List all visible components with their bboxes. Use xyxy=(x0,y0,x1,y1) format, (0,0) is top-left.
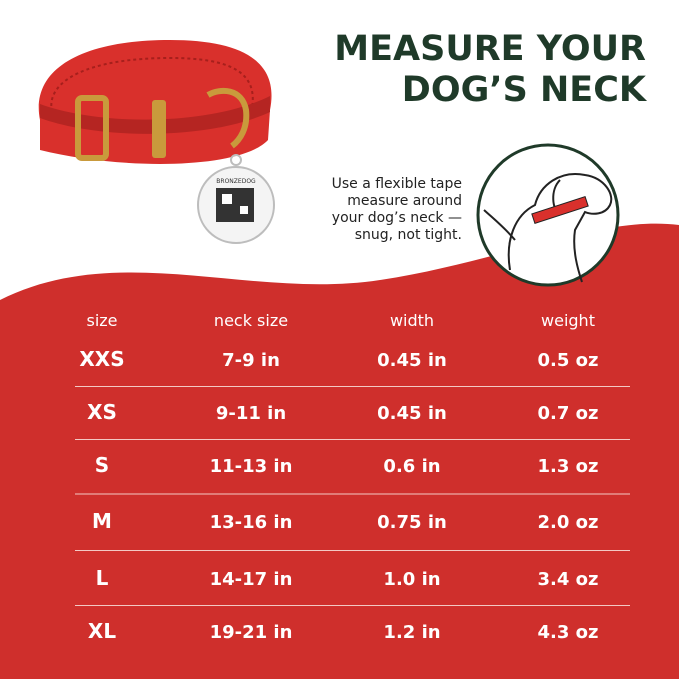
table-cell: 1.2 in xyxy=(383,622,440,643)
column-header: size xyxy=(86,311,117,330)
table-cell: 0.45 in xyxy=(377,403,447,424)
size-cell: M xyxy=(92,509,112,533)
size-cell: XS xyxy=(87,400,117,424)
table-cell: 13-16 in xyxy=(210,512,293,533)
table-cell: 19-21 in xyxy=(210,622,293,643)
instruction-line: measure around xyxy=(347,193,462,209)
tag-brand: BRONZEDOG xyxy=(216,178,256,185)
red-wave xyxy=(0,223,679,679)
table-cell: 3.4 oz xyxy=(538,569,599,590)
instruction-line: snug, not tight. xyxy=(355,227,462,243)
collar-illustration: BRONZEDOG xyxy=(38,40,275,244)
size-cell: S xyxy=(95,453,109,477)
table-cell: 11-13 in xyxy=(210,456,293,477)
size-cell: XL xyxy=(88,619,116,643)
table-cell: 1.3 oz xyxy=(538,456,599,477)
table-cell: 14-17 in xyxy=(210,569,293,590)
table-cell: 7-9 in xyxy=(222,350,280,371)
title-line: DOG’S NECK xyxy=(402,70,648,110)
title-line: MEASURE YOUR xyxy=(334,29,646,69)
instruction-line: your dog’s neck — xyxy=(332,210,462,226)
table-cell: 0.5 oz xyxy=(538,350,599,371)
table-cell: 1.0 in xyxy=(383,569,440,590)
table-cell: 9-11 in xyxy=(216,403,286,424)
size-cell: L xyxy=(96,566,109,590)
table-cell: 2.0 oz xyxy=(538,512,599,533)
column-header: weight xyxy=(541,311,595,330)
table-cell: 4.3 oz xyxy=(538,622,599,643)
table-cell: 0.6 in xyxy=(383,456,440,477)
size-table: size neck size width weight XXS 7-9 in 0.45 in… xyxy=(75,311,630,643)
dog-icon xyxy=(476,143,620,287)
table-cell: 0.75 in xyxy=(377,512,447,533)
table-cell: 0.7 oz xyxy=(538,403,599,424)
table-cell: 0.45 in xyxy=(377,350,447,371)
column-header: width xyxy=(390,311,434,330)
column-header: neck size xyxy=(214,311,288,330)
size-cell: XXS xyxy=(79,347,124,371)
instruction-line: Use a flexible tape xyxy=(332,176,462,192)
